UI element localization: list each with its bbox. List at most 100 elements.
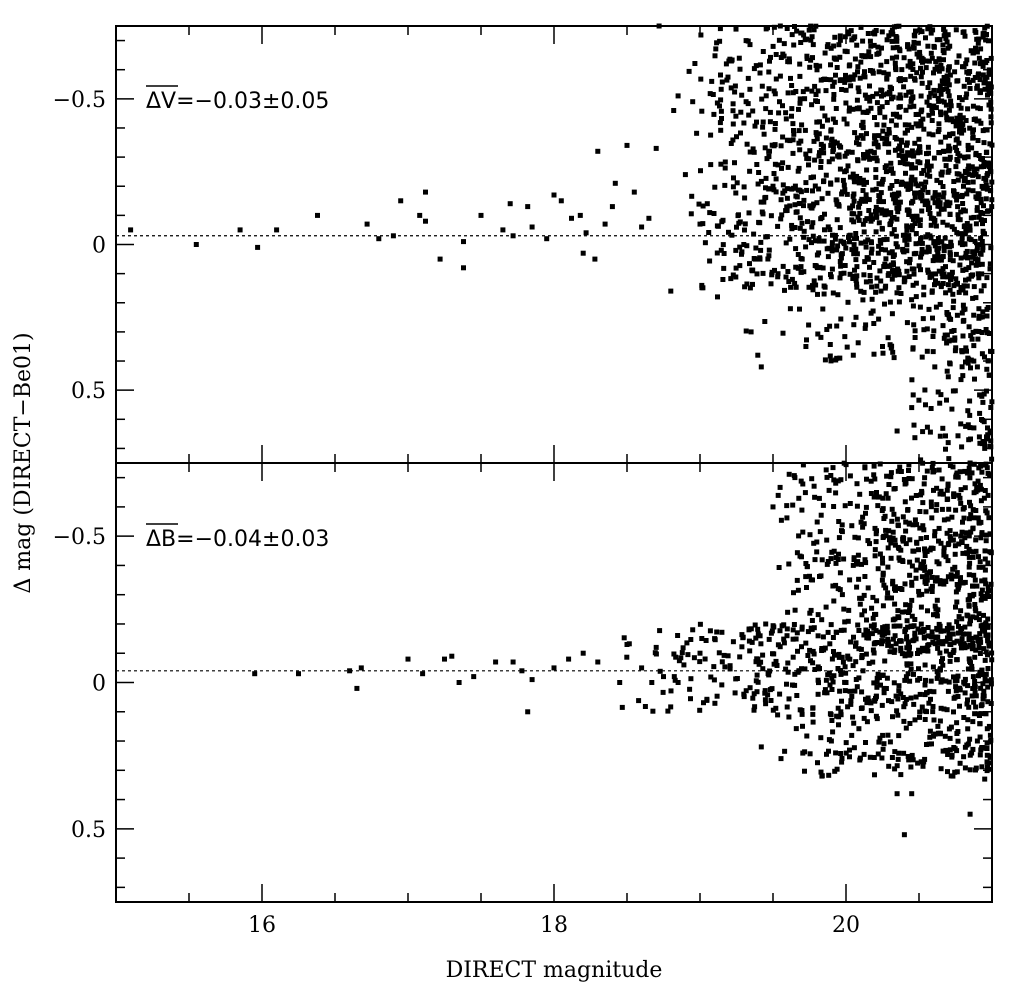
top-data-point (798, 264, 804, 270)
top-data-point (868, 54, 874, 60)
top-data-point (780, 134, 786, 140)
top-data-point (810, 220, 816, 226)
bottom-data-point (725, 653, 731, 659)
top-data-point (861, 73, 867, 79)
bottom-data-point (956, 614, 962, 620)
top-data-point (871, 351, 877, 357)
top-data-point (947, 272, 953, 278)
top-data-point (964, 57, 970, 63)
bottom-data-point (937, 623, 943, 629)
bottom-data-point (947, 636, 953, 642)
top-data-point (909, 405, 915, 411)
top-data-point (837, 166, 843, 172)
bottom-data-point (951, 640, 957, 646)
top-data-point (818, 147, 824, 153)
bottom-data-point (939, 639, 945, 645)
bottom-data-point (619, 704, 625, 710)
bottom-data-point (955, 673, 961, 679)
top-data-point (700, 203, 706, 209)
bottom-data-point (778, 517, 784, 523)
top-data-point (896, 285, 902, 291)
bottom-data-point (895, 468, 901, 474)
top-data-point (741, 120, 747, 126)
top-data-point (796, 128, 802, 134)
top-data-point (612, 180, 618, 186)
bottom-data-point (901, 832, 907, 838)
top-data-point (873, 174, 879, 180)
top-data-point (813, 263, 819, 269)
top-data-point (896, 191, 902, 197)
top-data-point (858, 288, 864, 294)
bottom-data-point (617, 680, 623, 685)
top-data-point (851, 219, 857, 225)
top-data-point (864, 216, 870, 222)
bottom-data-point (919, 574, 925, 580)
top-data-point (850, 106, 856, 112)
top-data-point (879, 29, 885, 35)
top-data-point (832, 232, 838, 238)
bottom-data-point (833, 480, 839, 486)
bottom-data-point (982, 595, 988, 601)
bottom-data-point (904, 661, 910, 667)
top-data-point (955, 78, 961, 84)
bottom-data-point (836, 535, 842, 541)
top-data-point (926, 150, 931, 156)
top-data-point (941, 190, 947, 196)
bottom-data-point (886, 763, 892, 769)
bottom-data-point (974, 738, 980, 744)
bottom-data-point (928, 504, 934, 510)
top-data-point (364, 221, 370, 227)
top-data-point (857, 177, 863, 183)
bottom-data-point (863, 696, 868, 702)
top-data-point (986, 372, 992, 378)
bottom-data-point (839, 528, 844, 534)
bottom-data-point (815, 677, 821, 683)
bottom-data-point (859, 653, 865, 658)
bottom-data-point (881, 690, 887, 696)
top-data-point (752, 123, 758, 129)
top-data-point (952, 69, 958, 75)
bottom-data-point (975, 515, 981, 521)
bottom-data-point (984, 465, 990, 471)
bottom-data-point (918, 536, 924, 542)
top-data-point (730, 121, 736, 127)
bottom-data-point (684, 640, 690, 646)
top-data-point (707, 210, 713, 216)
top-data-point (922, 184, 927, 190)
top-data-point (924, 424, 930, 430)
bottom-data-point (883, 533, 889, 539)
top-data-point (945, 440, 951, 446)
top-data-point (884, 75, 890, 81)
top-data-point (846, 77, 852, 83)
top-data-point (988, 245, 994, 251)
top-data-point (843, 245, 849, 251)
bottom-data-point (962, 676, 968, 682)
bottom-data-point (799, 626, 805, 632)
bottom-data-point (892, 537, 898, 543)
bottom-data-point (471, 674, 477, 680)
bottom-data-point (898, 691, 904, 697)
top-data-point (825, 117, 830, 123)
bottom-data-point (864, 617, 869, 623)
bottom-data-point (890, 578, 896, 584)
top-data-point (964, 191, 970, 197)
top-data-point (763, 234, 769, 240)
top-data-point (790, 137, 796, 143)
top-data-point (806, 284, 812, 290)
bottom-data-point (877, 551, 883, 557)
top-data-point (937, 400, 943, 406)
top-data-point (904, 268, 910, 274)
bottom-data-point (909, 495, 914, 501)
bottom-data-point (846, 607, 852, 613)
bottom-data-point (753, 678, 759, 684)
bottom-data-point (868, 491, 874, 496)
top-data-point (856, 105, 862, 111)
bottom-data-point (962, 624, 968, 630)
top-data-point (975, 271, 981, 277)
top-data-point (700, 221, 706, 227)
bottom-data-point (901, 477, 907, 482)
top-data-point (753, 245, 759, 251)
bottom-data-point (970, 526, 976, 532)
top-data-point (974, 245, 980, 251)
top-data-point (719, 79, 725, 85)
